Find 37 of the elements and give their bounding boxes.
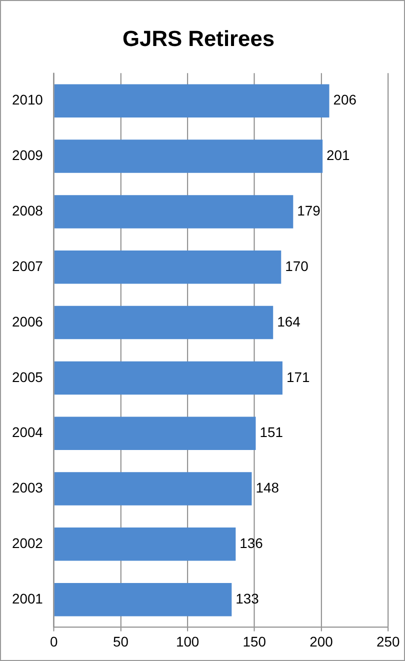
y-tick-label: 2001 <box>12 590 44 606</box>
y-tick-label: 2004 <box>12 424 44 440</box>
y-tick-label: 2005 <box>12 368 44 385</box>
data-label: 148 <box>256 480 280 496</box>
x-tick-label: 150 <box>242 633 266 650</box>
bar <box>54 361 282 395</box>
bar <box>54 195 294 228</box>
y-tick-label: 2010 <box>12 92 44 108</box>
x-tick-label: 50 <box>112 633 129 650</box>
data-label: 151 <box>260 424 284 440</box>
data-label: 136 <box>240 535 264 552</box>
bar <box>54 306 274 340</box>
bar <box>54 250 282 284</box>
bar <box>54 84 330 118</box>
bar <box>54 582 232 616</box>
y-tick-label: 2007 <box>12 258 44 274</box>
data-label: 201 <box>326 147 350 164</box>
x-tick-label: 250 <box>376 633 400 650</box>
data-label: 133 <box>236 590 260 606</box>
data-label: 179 <box>297 202 321 219</box>
x-tick-label: 200 <box>310 633 334 650</box>
x-tick-label: 0 <box>50 633 58 650</box>
data-label: 164 <box>277 313 301 330</box>
chart-title: GJRS Retirees <box>122 26 275 52</box>
x-tick-label: 100 <box>176 633 200 650</box>
y-tick-label: 2006 <box>12 313 44 330</box>
bar <box>54 140 323 173</box>
y-tick-label: 2003 <box>12 480 44 496</box>
data-label: 171 <box>286 368 310 385</box>
bar <box>54 528 236 561</box>
y-tick-label: 2008 <box>12 202 44 219</box>
bar <box>54 416 256 450</box>
data-label: 206 <box>333 92 357 108</box>
y-tick-label: 2002 <box>12 535 44 552</box>
y-tick-label: 2009 <box>12 147 44 164</box>
bar <box>54 472 252 506</box>
data-label: 170 <box>285 258 309 274</box>
